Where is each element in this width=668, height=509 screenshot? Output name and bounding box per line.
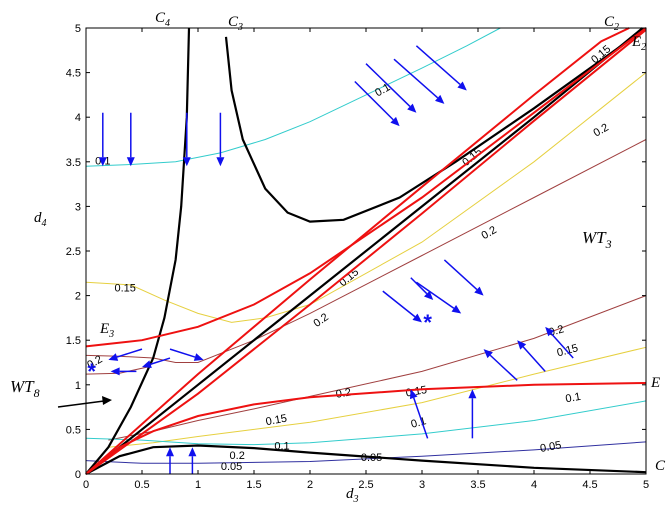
flow-arrow-9 bbox=[415, 281, 462, 314]
flow-arrow-6 bbox=[415, 45, 467, 91]
x-tick-label-6: 3 bbox=[419, 479, 425, 491]
y-tick-label-1: 0.5 bbox=[66, 424, 81, 436]
contour-line-01-0 bbox=[85, 27, 501, 167]
contour-label-19: 0.05 bbox=[221, 461, 242, 473]
flow-arrow-12 bbox=[483, 349, 518, 381]
flow-arrow-15 bbox=[108, 348, 143, 361]
flow-arrow-4 bbox=[365, 63, 417, 113]
contour-label-18: 0.1 bbox=[565, 391, 582, 405]
y-axis-ticks: 0 0.5 1 1.5 2 2.5 3 3.5 4 4.5 5 bbox=[66, 23, 646, 481]
label-wt3: WT3 bbox=[582, 228, 612, 251]
y-axis-label: d4 bbox=[34, 210, 47, 229]
curve-c1 bbox=[85, 444, 647, 475]
flow-arrow-7 bbox=[354, 80, 400, 127]
equilibrium-markers: ** bbox=[87, 310, 432, 384]
contour-line-01-6 bbox=[85, 400, 647, 446]
curve-e2b bbox=[85, 29, 647, 475]
x-tick-label-10: 5 bbox=[643, 479, 649, 491]
flow-arrows bbox=[98, 45, 574, 474]
flow-arrow-1 bbox=[126, 112, 135, 167]
contour-label-11: 0.2 bbox=[311, 311, 330, 330]
flow-arrow-8 bbox=[382, 290, 422, 323]
contour-label-5: 0.15 bbox=[405, 384, 428, 400]
y-tick-label-5: 2.5 bbox=[66, 246, 81, 258]
flow-arrow-2 bbox=[182, 112, 191, 167]
flow-arrow-14 bbox=[545, 326, 574, 359]
red-curves bbox=[85, 27, 647, 475]
black-curves bbox=[85, 27, 647, 475]
y-tick-label-0: 0 bbox=[75, 469, 81, 481]
flow-arrow-22 bbox=[188, 447, 197, 474]
label-c1: C bbox=[655, 458, 666, 474]
x-tick-label-2: 1 bbox=[195, 479, 201, 491]
y-tick-label-4: 2 bbox=[75, 291, 81, 303]
y-tick-label-9: 4.5 bbox=[66, 68, 81, 80]
flow-arrow-5 bbox=[393, 58, 445, 104]
contour-label-9: 0.2 bbox=[592, 121, 611, 139]
contour-label-21: 0.05 bbox=[539, 439, 562, 455]
flow-arrow-3 bbox=[216, 112, 225, 167]
equilibrium-star-0: * bbox=[87, 359, 96, 384]
y-tick-label-10: 5 bbox=[75, 23, 81, 35]
flow-arrow-11 bbox=[410, 277, 434, 301]
x-tick-label-1: 0.5 bbox=[134, 479, 149, 491]
flow-arrow-0 bbox=[98, 112, 107, 167]
label-e3: E3 bbox=[99, 321, 114, 340]
flow-arrow-20 bbox=[409, 389, 429, 439]
contour-label-2: 0.15 bbox=[114, 282, 135, 294]
curve-c2 bbox=[85, 27, 644, 475]
x-tick-label-5: 2.5 bbox=[358, 479, 373, 491]
curve-c3 bbox=[224, 27, 647, 223]
curve-e1 bbox=[85, 382, 647, 475]
contour-label-10: 0.2 bbox=[480, 224, 499, 242]
x-tick-label-7: 3.5 bbox=[470, 479, 485, 491]
flow-arrow-10 bbox=[443, 259, 484, 296]
x-tick-label-0: 0 bbox=[83, 479, 89, 491]
flow-arrow-16 bbox=[110, 367, 137, 376]
flow-arrow-17 bbox=[142, 357, 171, 369]
wt8-pointer-arrow bbox=[57, 396, 112, 408]
label-c3: C3 bbox=[228, 14, 243, 33]
curve-c4 bbox=[85, 27, 191, 475]
contour-label-3: 0.15 bbox=[265, 413, 288, 429]
contour-label-8: 0.15 bbox=[337, 266, 361, 289]
flow-arrow-13 bbox=[517, 340, 546, 372]
label-e1: E bbox=[650, 375, 660, 391]
curve-e2 bbox=[85, 27, 630, 475]
contour-line-005-7 bbox=[85, 441, 647, 464]
x-tick-label-3: 1.5 bbox=[246, 479, 261, 491]
y-tick-label-8: 4 bbox=[75, 112, 81, 124]
y-tick-label-2: 1 bbox=[75, 380, 81, 392]
contour-label-14: 0.2 bbox=[335, 386, 352, 400]
x-axis-label: d3 bbox=[346, 486, 359, 504]
flow-arrow-18 bbox=[169, 348, 204, 361]
label-c2: C2 bbox=[604, 14, 619, 33]
label-e2: E2 bbox=[631, 34, 646, 53]
x-tick-label-8: 4 bbox=[531, 479, 537, 491]
y-tick-label-3: 1.5 bbox=[66, 335, 81, 347]
curve-e3 bbox=[85, 27, 647, 348]
flow-arrow-21 bbox=[166, 447, 174, 474]
x-tick-label-4: 2 bbox=[307, 479, 313, 491]
label-wt8: WT8 bbox=[10, 377, 40, 400]
y-tick-label-6: 3 bbox=[75, 201, 81, 213]
label-c4: C4 bbox=[155, 10, 170, 29]
y-tick-label-7: 3.5 bbox=[66, 157, 81, 169]
x-axis-ticks: 0 0.5 1 1.5 2 2.5 3 3.5 4 4.5 5 bbox=[83, 28, 649, 491]
x-tick-label-9: 4.5 bbox=[582, 479, 597, 491]
equilibrium-star-1: * bbox=[423, 310, 432, 335]
contour-label-15: 0.2 bbox=[230, 450, 245, 462]
flow-arrow-19 bbox=[468, 389, 477, 439]
